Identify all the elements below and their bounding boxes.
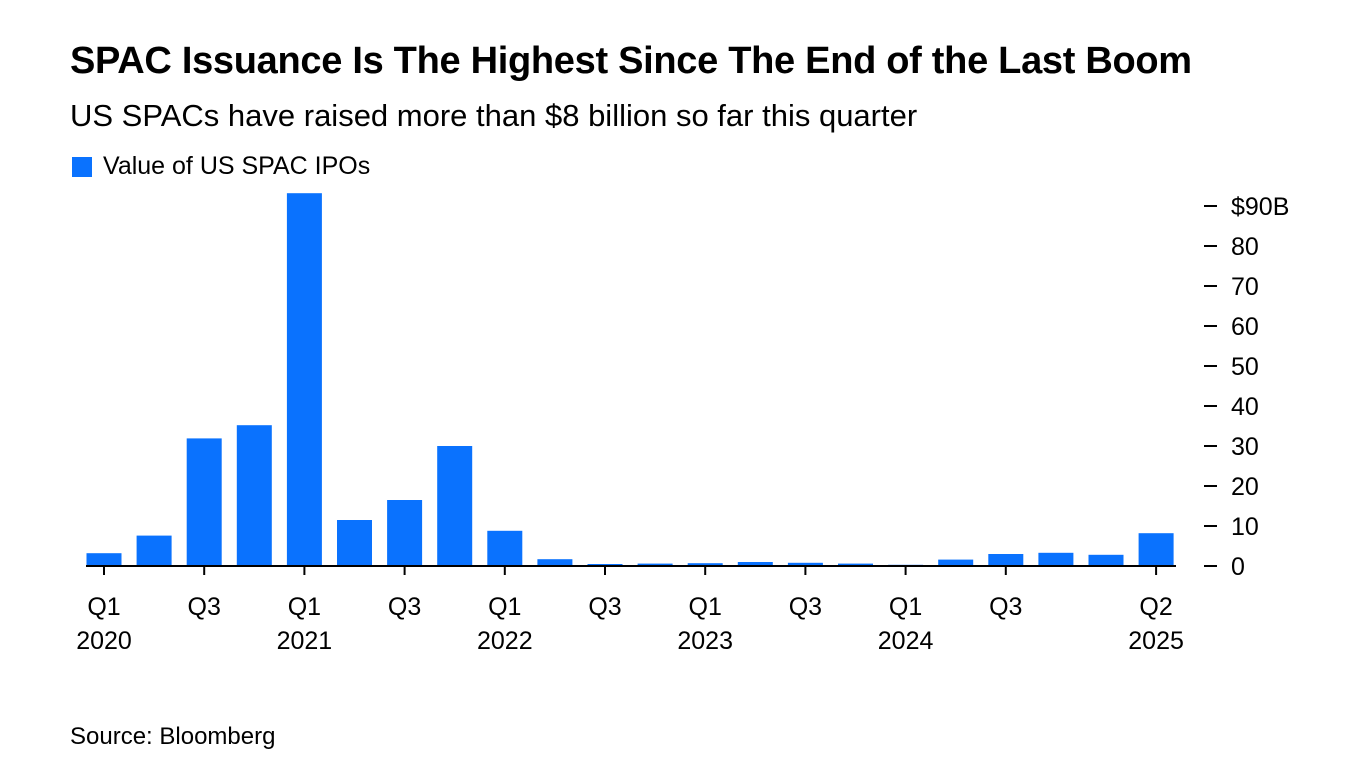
bars-group xyxy=(86,193,1174,566)
x-tick-label-quarter: Q2 xyxy=(1139,593,1172,621)
x-tick-label-quarter: Q3 xyxy=(989,593,1022,621)
x-tick-label-year: 2025 xyxy=(1128,627,1184,655)
bar-q4-2021 xyxy=(437,446,473,566)
bar-q3-2021 xyxy=(387,500,423,566)
bar-q1-2022 xyxy=(487,530,523,566)
y-tick-label: 70 xyxy=(1231,273,1259,301)
bar-q2-2021 xyxy=(337,520,372,566)
legend-swatch xyxy=(72,156,92,177)
y-tick-label: 50 xyxy=(1231,353,1259,381)
bar-q1-2020 xyxy=(86,553,122,566)
bar-q3-2020 xyxy=(186,438,222,566)
legend-label: Value of US SPAC IPOs xyxy=(103,152,371,180)
y-tick-label: 40 xyxy=(1231,393,1259,421)
y-tick-label: 20 xyxy=(1231,473,1259,501)
x-tick-label-year: 2023 xyxy=(677,627,733,655)
bar-q2-2022 xyxy=(537,559,573,566)
bar-q3-2024 xyxy=(988,554,1024,566)
x-tick-label-quarter: Q1 xyxy=(488,593,521,621)
y-axis: 0 10 20 30 40 50 60 70 80 $90B xyxy=(1204,193,1289,581)
chart-title: SPAC Issuance Is The Highest Since The E… xyxy=(70,40,1192,82)
x-tick-label-year: 2022 xyxy=(477,627,533,655)
bar-q2-2024 xyxy=(938,559,974,566)
y-tick-label: $90B xyxy=(1231,193,1289,221)
bar-q4-2023 xyxy=(838,563,873,566)
x-tick-label-year: 2021 xyxy=(277,627,333,655)
x-tick-label-quarter: Q3 xyxy=(789,593,822,621)
x-tick-label-quarter: Q1 xyxy=(288,593,321,621)
x-tick-label-quarter: Q3 xyxy=(588,593,621,621)
bar-q1-2021 xyxy=(286,193,322,566)
bar-q2-2025 xyxy=(1138,533,1174,566)
x-tick-label-quarter: Q1 xyxy=(689,593,722,621)
bar-q1-2025 xyxy=(1088,554,1124,566)
bar-q4-2024 xyxy=(1038,552,1074,566)
x-tick-label-quarter: Q3 xyxy=(388,593,421,621)
y-tick-label: 10 xyxy=(1231,513,1259,541)
y-tick-label: 0 xyxy=(1231,553,1245,581)
bar-q4-2022 xyxy=(637,563,673,566)
bar-q2-2023 xyxy=(737,562,773,566)
source-note: Source: Bloomberg xyxy=(70,723,276,750)
chart-subtitle: US SPACs have raised more than $8 billio… xyxy=(70,98,918,133)
x-tick-label-quarter: Q1 xyxy=(87,593,120,621)
bar-q2-2020 xyxy=(136,535,172,566)
y-tick-label: 30 xyxy=(1231,433,1259,461)
legend: Value of US SPAC IPOs xyxy=(72,152,370,181)
x-tick-label-quarter: Q1 xyxy=(889,593,922,621)
bar-q1-2023 xyxy=(687,563,723,566)
x-tick-label-year: 2024 xyxy=(878,627,934,655)
x-tick-label-quarter: Q3 xyxy=(188,593,221,621)
y-tick-label: 80 xyxy=(1231,233,1259,261)
y-tick-label: 60 xyxy=(1231,313,1259,341)
x-axis: Q1 2020 Q3 Q1 2021 Q3 Q1 2022 Q3 Q1 2023 Q3 Q1 2024 Q3… xyxy=(76,565,1184,655)
x-tick-label-year: 2020 xyxy=(76,627,132,655)
bar-q3-2023 xyxy=(787,562,823,566)
bar-q4-2020 xyxy=(236,425,272,566)
